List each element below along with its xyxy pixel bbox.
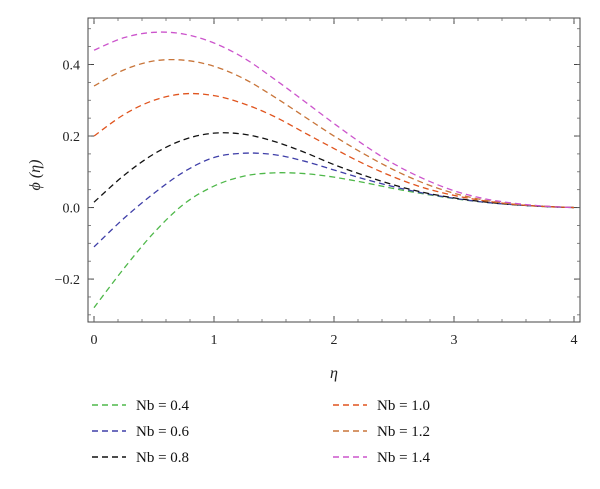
x-axis-label: η [330, 365, 338, 382]
series-line-3 [93, 132, 575, 209]
legend-label: Nb = 0.8 [136, 450, 189, 466]
legend: Nb = 0.4 Nb = 0.6 Nb = 0.8 Nb = 1.0 Nb = 1.2… [92, 398, 431, 466]
legend-label: Nb = 1.4 [377, 450, 431, 466]
y-axis-label: ϕ (η) [27, 160, 44, 191]
legend-label: Nb = 0.4 [136, 398, 190, 414]
x-tick-label: 3 [451, 333, 458, 348]
y-tick-label: 0.4 [63, 58, 81, 73]
x-tick-label: 1 [211, 333, 218, 348]
legend-label: Nb = 0.6 [136, 424, 190, 440]
y-tick-label: 0.2 [63, 130, 81, 145]
series-line-5 [93, 58, 575, 209]
legend-label: Nb = 1.2 [377, 424, 430, 440]
y-tick-label: −0.2 [55, 273, 80, 288]
x-tick-label: 4 [571, 333, 578, 348]
x-tick-label: 2 [331, 333, 338, 348]
legend-label: Nb = 1.0 [377, 398, 430, 414]
ticks-group: 0 1 2 3 4 −0.2 0.0 0.2 0.4 [55, 18, 580, 348]
series-line-1 [93, 172, 575, 309]
series-line-4 [93, 92, 575, 209]
x-tick-label: 0 [91, 333, 98, 348]
series-group [93, 31, 575, 309]
series-line-6 [93, 31, 575, 209]
series-line-2 [93, 152, 575, 248]
y-tick-label: 0.0 [63, 202, 81, 217]
